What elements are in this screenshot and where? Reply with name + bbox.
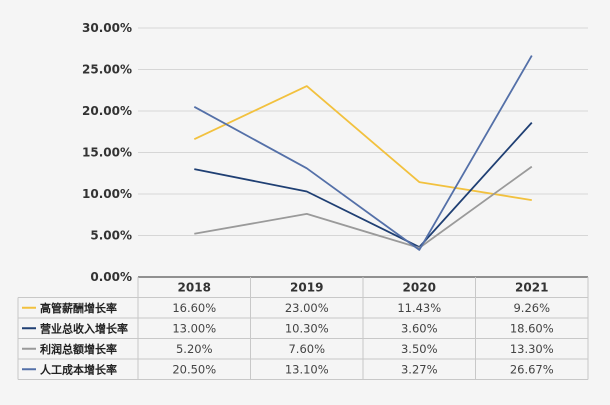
table-cell-value: 3.60%: [401, 321, 438, 335]
x-category-label: 2021: [515, 281, 548, 295]
table-cell-value: 16.60%: [172, 301, 216, 315]
legend-label: 营业总收入增长率: [40, 321, 128, 335]
legend-label: 高管薪酬增长率: [40, 301, 117, 315]
table-cell-value: 3.50%: [401, 342, 438, 356]
table-cell-value: 10.30%: [285, 321, 329, 335]
y-tick-label: 10.00%: [82, 187, 132, 201]
series-line: [193, 55, 533, 251]
x-category-label: 2018: [178, 281, 211, 295]
y-tick-label: 20.00%: [82, 104, 132, 118]
legend-label: 利润总额增长率: [40, 342, 117, 356]
table-cell-value: 9.26%: [513, 301, 550, 315]
y-tick-label: 0.00%: [90, 270, 132, 284]
y-tick-label: 15.00%: [82, 146, 132, 160]
gridlines: [138, 27, 588, 236]
series-line: [194, 165, 533, 249]
y-axis-ticks: 0.00% 5.00% 10.00% 15.00% 20.00% 25.00% 30.00%: [82, 21, 132, 284]
y-tick-label: 30.00%: [82, 21, 132, 35]
table-cell-value: 11.43%: [397, 301, 441, 315]
y-tick-label: 25.00%: [82, 63, 132, 77]
y-tick-label: 5.00%: [90, 229, 132, 243]
series-lines: [193, 55, 533, 251]
x-category-label: 2020: [403, 281, 436, 295]
table-cell-value: 20.50%: [172, 362, 216, 376]
table-cell-value: 13.00%: [172, 321, 216, 335]
table-cell-value: 5.20%: [176, 342, 213, 356]
x-category-label: 2019: [290, 281, 323, 295]
table-cell-value: 13.10%: [285, 362, 329, 376]
table-cell-value: 26.67%: [510, 362, 554, 376]
series-line: [193, 85, 532, 201]
legend-label: 人工成本增长率: [40, 362, 117, 376]
table-cell-value: 3.27%: [401, 362, 438, 376]
table-cell-value: 13.30%: [510, 342, 554, 356]
table-cell-value: 7.60%: [288, 342, 325, 356]
data-table: 2018 2019 2020 2021 高管薪酬增长率 16.60% 23.00% 11.43…: [17, 276, 589, 380]
table-cell-value: 18.60%: [510, 321, 554, 335]
table-cell-value: 23.00%: [285, 301, 329, 315]
series-line: [194, 121, 533, 249]
